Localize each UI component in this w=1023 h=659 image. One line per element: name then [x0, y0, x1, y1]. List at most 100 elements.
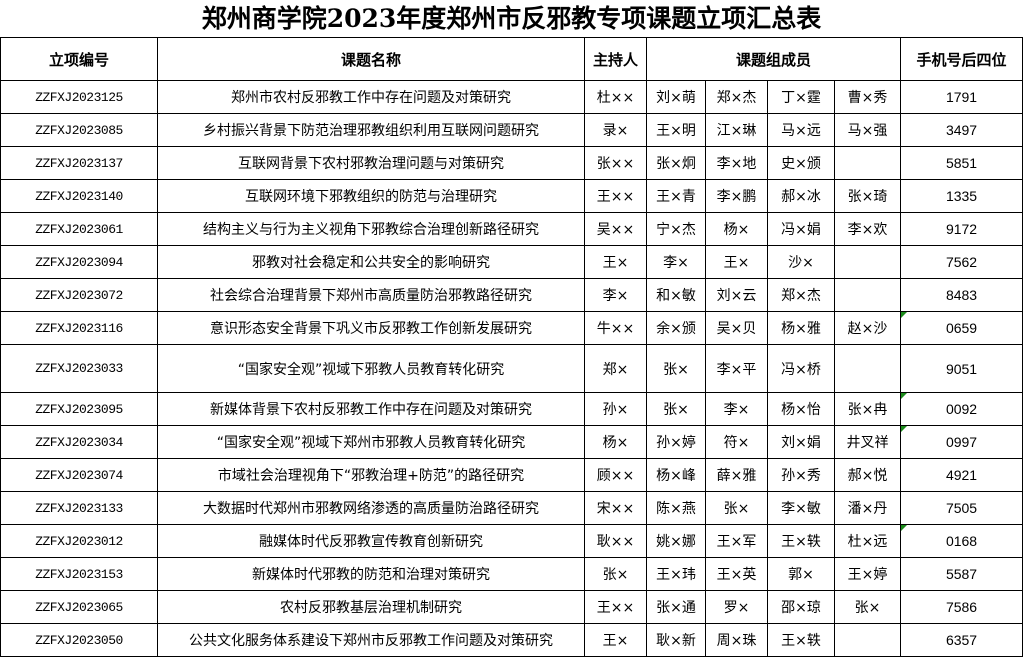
- project-name-cell[interactable]: 公共文化服务体系建设下郑州市反邪教工作问题及对策研究: [157, 623, 585, 657]
- host-cell[interactable]: 耿××: [584, 524, 647, 558]
- project-name-cell[interactable]: 新媒体背景下农村反邪教工作中存在问题及对策研究: [157, 392, 585, 426]
- project-name-cell[interactable]: “国家安全观”视域下郑州市邪教人员教育转化研究: [157, 425, 585, 459]
- project-name-cell[interactable]: 乡村振兴背景下防范治理邪教组织利用互联网问题研究: [157, 113, 585, 147]
- project-code-cell[interactable]: ZZFXJ2023095: [0, 392, 158, 426]
- member-cell[interactable]: 王×明: [646, 113, 706, 147]
- member-cell[interactable]: 陈×燕: [646, 491, 706, 525]
- member-cell[interactable]: 郑×杰: [705, 80, 768, 114]
- member-cell[interactable]: 王×婷: [833, 557, 902, 591]
- project-code-cell[interactable]: ZZFXJ2023061: [0, 212, 158, 246]
- host-cell[interactable]: 孙×: [584, 392, 647, 426]
- member-cell[interactable]: 张×冉: [833, 392, 902, 426]
- member-cell[interactable]: 耿×新: [646, 623, 706, 657]
- member-cell[interactable]: 江×琳: [705, 113, 768, 147]
- host-cell[interactable]: 宋××: [584, 491, 647, 525]
- member-cell[interactable]: 王×: [705, 245, 768, 279]
- member-cell[interactable]: 杜×远: [833, 524, 902, 558]
- member-cell[interactable]: 宁×杰: [646, 212, 706, 246]
- project-code-cell[interactable]: ZZFXJ2023072: [0, 278, 158, 312]
- member-cell[interactable]: 曹×秀: [833, 80, 902, 114]
- phone-cell[interactable]: 1791: [900, 80, 1023, 114]
- project-name-cell[interactable]: 互联网环境下邪教组织的防范与治理研究: [157, 179, 585, 213]
- header-members[interactable]: 课题组成员: [645, 37, 902, 81]
- host-cell[interactable]: 王×: [584, 623, 647, 657]
- member-cell[interactable]: [833, 623, 902, 657]
- member-cell[interactable]: 潘×丹: [833, 491, 902, 525]
- member-cell[interactable]: 薛×雅: [705, 458, 768, 492]
- member-cell[interactable]: [833, 278, 902, 312]
- member-cell[interactable]: 刘×萌: [646, 80, 706, 114]
- project-code-cell[interactable]: ZZFXJ2023137: [0, 146, 158, 180]
- member-cell[interactable]: [833, 344, 902, 393]
- phone-cell[interactable]: 9051: [900, 344, 1023, 393]
- project-name-cell[interactable]: 郑州市农村反邪教工作中存在问题及对策研究: [157, 80, 585, 114]
- host-cell[interactable]: 吴××: [584, 212, 647, 246]
- phone-cell[interactable]: 9172: [900, 212, 1023, 246]
- member-cell[interactable]: 郝×悦: [833, 458, 902, 492]
- project-code-cell[interactable]: ZZFXJ2023125: [0, 80, 158, 114]
- phone-cell[interactable]: 3497: [900, 113, 1023, 147]
- member-cell[interactable]: 李×敏: [767, 491, 835, 525]
- project-code-cell[interactable]: ZZFXJ2023012: [0, 524, 158, 558]
- phone-cell[interactable]: 7505: [900, 491, 1023, 525]
- member-cell[interactable]: 张×: [833, 590, 902, 624]
- member-cell[interactable]: 马×远: [767, 113, 835, 147]
- member-cell[interactable]: 和×敏: [646, 278, 706, 312]
- host-cell[interactable]: 王××: [584, 590, 647, 624]
- host-cell[interactable]: 李×: [584, 278, 647, 312]
- project-code-cell[interactable]: ZZFXJ2023074: [0, 458, 158, 492]
- project-code-cell[interactable]: ZZFXJ2023085: [0, 113, 158, 147]
- phone-cell[interactable]: 4921: [900, 458, 1023, 492]
- member-cell[interactable]: 冯×娟: [767, 212, 835, 246]
- member-cell[interactable]: 李×鹏: [705, 179, 768, 213]
- header-code[interactable]: 立项编号: [0, 37, 158, 81]
- project-code-cell[interactable]: ZZFXJ2023033: [0, 344, 158, 393]
- project-name-cell[interactable]: 融媒体时代反邪教宣传教育创新研究: [157, 524, 585, 558]
- member-cell[interactable]: 王×军: [705, 524, 768, 558]
- member-cell[interactable]: 张×: [646, 344, 706, 393]
- phone-cell[interactable]: 5851: [900, 146, 1023, 180]
- member-cell[interactable]: 孙×秀: [767, 458, 835, 492]
- project-code-cell[interactable]: ZZFXJ2023034: [0, 425, 158, 459]
- member-cell[interactable]: 王×轶: [767, 524, 835, 558]
- member-cell[interactable]: 史×颁: [767, 146, 835, 180]
- project-name-cell[interactable]: 结构主义与行为主义视角下邪教综合治理创新路径研究: [157, 212, 585, 246]
- member-cell[interactable]: 丁×霆: [767, 80, 835, 114]
- member-cell[interactable]: 王×青: [646, 179, 706, 213]
- member-cell[interactable]: 王×轶: [767, 623, 835, 657]
- member-cell[interactable]: 刘×云: [705, 278, 768, 312]
- member-cell[interactable]: 杨×: [705, 212, 768, 246]
- host-cell[interactable]: 录×: [584, 113, 647, 147]
- member-cell[interactable]: 杨×峰: [646, 458, 706, 492]
- project-name-cell[interactable]: 新媒体时代邪教的防范和治理对策研究: [157, 557, 585, 591]
- host-cell[interactable]: 郑×: [584, 344, 647, 393]
- member-cell[interactable]: 马×强: [833, 113, 902, 147]
- host-cell[interactable]: 张××: [584, 146, 647, 180]
- member-cell[interactable]: 余×颁: [646, 311, 706, 345]
- host-cell[interactable]: 王×: [584, 245, 647, 279]
- project-name-cell[interactable]: 农村反邪教基层治理机制研究: [157, 590, 585, 624]
- phone-cell[interactable]: 7562: [900, 245, 1023, 279]
- member-cell[interactable]: 井叉祥: [833, 425, 902, 459]
- member-cell[interactable]: 邵×琼: [767, 590, 835, 624]
- header-host[interactable]: 主持人: [584, 37, 647, 81]
- member-cell[interactable]: 张×琦: [833, 179, 902, 213]
- member-cell[interactable]: 李×平: [705, 344, 768, 393]
- header-name[interactable]: 课题名称: [157, 37, 585, 81]
- phone-cell[interactable]: 6357: [900, 623, 1023, 657]
- phone-cell[interactable]: 7586: [900, 590, 1023, 624]
- project-code-cell[interactable]: ZZFXJ2023140: [0, 179, 158, 213]
- project-name-cell[interactable]: 大数据时代郑州市邪教网络渗透的高质量防治路径研究: [157, 491, 585, 525]
- project-code-cell[interactable]: ZZFXJ2023065: [0, 590, 158, 624]
- member-cell[interactable]: 孙×婷: [646, 425, 706, 459]
- host-cell[interactable]: 牛××: [584, 311, 647, 345]
- project-name-cell[interactable]: 邪教对社会稳定和公共安全的影响研究: [157, 245, 585, 279]
- member-cell[interactable]: 张×: [646, 392, 706, 426]
- member-cell[interactable]: 李×: [705, 392, 768, 426]
- member-cell[interactable]: 杨×雅: [767, 311, 835, 345]
- member-cell[interactable]: 赵×沙: [833, 311, 902, 345]
- member-cell[interactable]: 张×: [705, 491, 768, 525]
- host-cell[interactable]: 顾××: [584, 458, 647, 492]
- project-code-cell[interactable]: ZZFXJ2023050: [0, 623, 158, 657]
- host-cell[interactable]: 张×: [584, 557, 647, 591]
